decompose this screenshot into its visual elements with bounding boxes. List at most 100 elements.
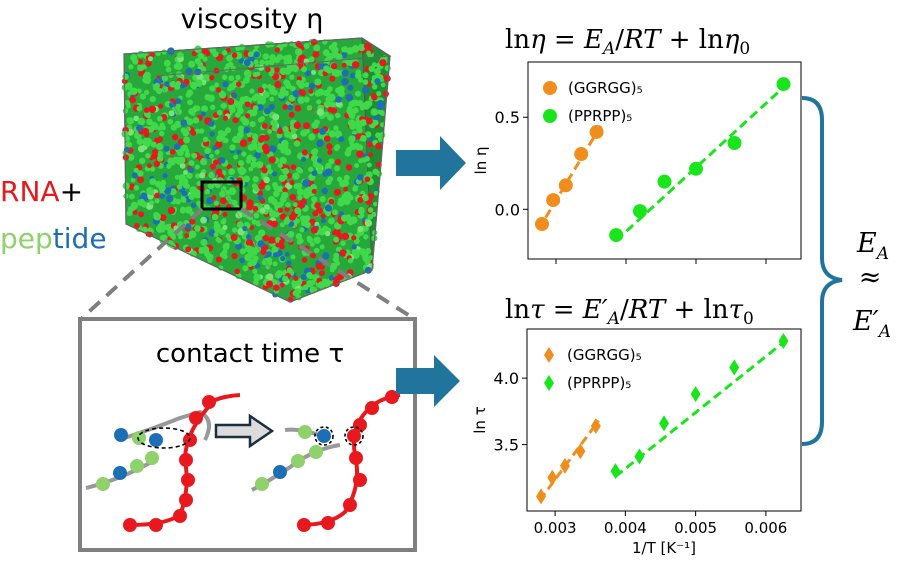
molecule-bead bbox=[273, 57, 281, 64]
molecule-bead bbox=[149, 95, 156, 103]
rna-label: RNA bbox=[0, 175, 60, 208]
molecule-bead bbox=[257, 99, 263, 105]
molecule-bead bbox=[373, 114, 380, 122]
molecule-bead bbox=[180, 206, 186, 212]
molecule-bead bbox=[200, 111, 206, 117]
molecule-bead bbox=[236, 149, 242, 155]
molecule-bead bbox=[175, 62, 183, 71]
molecule-bead bbox=[268, 236, 276, 244]
molecule-bead bbox=[384, 65, 391, 72]
molecule-bead bbox=[149, 178, 157, 186]
molecule-bead bbox=[354, 72, 362, 79]
molecule-bead bbox=[274, 67, 280, 73]
molecule-bead bbox=[334, 130, 343, 138]
molecule-bead bbox=[165, 66, 172, 73]
molecule-bead bbox=[375, 142, 382, 150]
molecule-bead bbox=[335, 53, 343, 61]
molecule-bead bbox=[289, 41, 295, 47]
molecule-bead bbox=[256, 161, 264, 169]
molecule-bead bbox=[284, 80, 291, 87]
molecule-bead bbox=[257, 190, 264, 196]
contact-time-plot: 3.5 4.0 0.003 0.004 0.005 0.006 ln τ 1/T [K⁻¹] (… bbox=[471, 328, 802, 557]
molecule-bead bbox=[343, 198, 351, 206]
molecule-bead bbox=[254, 151, 261, 159]
molecule-bead bbox=[279, 156, 287, 165]
molecule-bead bbox=[282, 104, 289, 110]
molecule-bead bbox=[166, 163, 172, 169]
molecule-bead bbox=[342, 179, 349, 187]
molecule-bead bbox=[184, 233, 190, 239]
molecule-bead bbox=[253, 255, 259, 262]
molecule-bead bbox=[232, 135, 240, 144]
equation-viscosity: lnη = EA/RT + lnη0 bbox=[505, 25, 750, 59]
molecule-bead bbox=[243, 126, 251, 134]
molecule-bead bbox=[209, 131, 215, 137]
transition-arrow-shape bbox=[214, 413, 275, 449]
grouping-brace bbox=[801, 96, 843, 446]
molecule-bead bbox=[140, 192, 147, 199]
molecule-bead bbox=[272, 261, 278, 267]
molecule-bead bbox=[244, 71, 252, 79]
molecule-bead bbox=[301, 149, 308, 156]
molecule-bead bbox=[157, 136, 163, 142]
molecule-bead bbox=[377, 108, 384, 115]
molecule-bead bbox=[351, 248, 358, 255]
data-point bbox=[559, 457, 570, 474]
viscosity-plot: 0.0 0.5 ln η (GGRGG)₅ (PPRPP)₅ bbox=[472, 61, 802, 264]
molecule-bead bbox=[277, 128, 284, 135]
peptide-bead-charged bbox=[273, 465, 287, 479]
molecule-bead bbox=[282, 126, 289, 133]
molecule-bead bbox=[238, 57, 245, 64]
peptide-bead-neutral bbox=[255, 477, 269, 491]
molecule-bead bbox=[292, 202, 298, 208]
molecule-bead bbox=[259, 116, 265, 122]
molecule-bead bbox=[349, 72, 356, 79]
molecule-bead bbox=[256, 103, 264, 111]
molecule-bead bbox=[156, 115, 163, 122]
molecule-bead bbox=[362, 72, 369, 79]
molecule-bead bbox=[145, 152, 151, 159]
molecule-bead bbox=[312, 210, 319, 217]
rna-bead bbox=[365, 401, 379, 415]
molecule-bead bbox=[145, 113, 151, 119]
molecule-bead bbox=[204, 94, 211, 101]
molecule-bead bbox=[357, 174, 364, 181]
molecule-bead bbox=[316, 108, 324, 116]
molecule-bead bbox=[365, 131, 372, 138]
molecule-bead bbox=[357, 197, 364, 204]
molecule-bead bbox=[281, 191, 289, 199]
molecule-bead bbox=[150, 141, 157, 148]
molecule-bead bbox=[345, 164, 353, 171]
molecule-bead bbox=[269, 145, 277, 153]
molecule-bead bbox=[236, 131, 244, 139]
molecule-bead bbox=[188, 160, 195, 167]
molecule-bead bbox=[316, 168, 323, 175]
molecule-bead bbox=[169, 188, 177, 196]
molecule-bead bbox=[371, 62, 377, 68]
y-tick-label: 4.0 bbox=[494, 369, 519, 388]
molecule-bead bbox=[297, 201, 305, 210]
molecule-bead bbox=[232, 117, 239, 124]
transition-arrow bbox=[214, 413, 275, 449]
energy-equivalence: EA ≈ E′A bbox=[852, 228, 891, 342]
molecule-bead bbox=[341, 69, 349, 77]
molecule-bead bbox=[263, 176, 270, 184]
molecule-bead bbox=[279, 67, 287, 76]
molecule-bead bbox=[141, 226, 148, 233]
molecule-bead bbox=[282, 174, 288, 180]
molecule-bead bbox=[279, 239, 285, 245]
molecule-bead bbox=[311, 170, 318, 176]
molecule-bead bbox=[142, 77, 149, 83]
molecule-bead bbox=[245, 113, 251, 119]
peptide-bead-charged bbox=[317, 429, 331, 443]
molecule-bead bbox=[299, 215, 307, 222]
x-tick-label: 0.003 bbox=[534, 519, 577, 537]
molecule-bead bbox=[376, 91, 382, 97]
molecule-bead bbox=[182, 129, 189, 137]
molecule-bead bbox=[209, 153, 214, 159]
molecule-bead bbox=[315, 262, 323, 270]
molecule-bead bbox=[209, 85, 216, 92]
molecule-bead bbox=[322, 252, 330, 260]
molecule-bead bbox=[372, 168, 379, 175]
molecule-bead bbox=[190, 202, 197, 208]
